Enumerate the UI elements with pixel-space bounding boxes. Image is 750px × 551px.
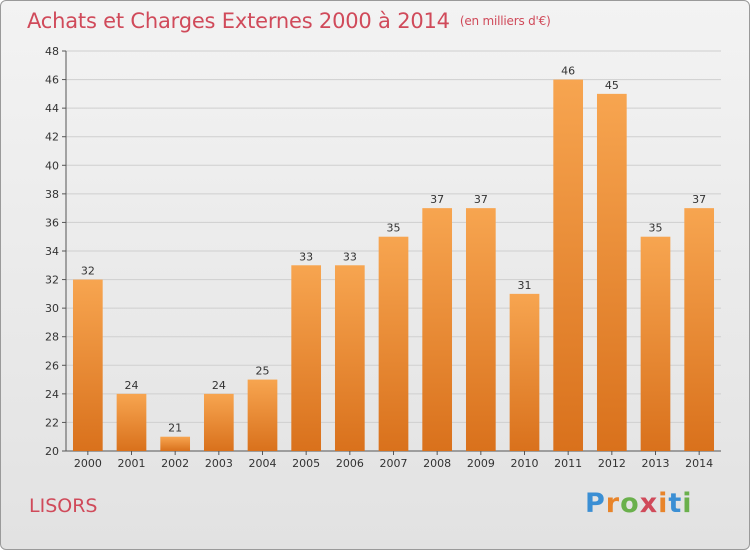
x-tick-label-2003: 2003 bbox=[205, 457, 233, 470]
labels: 20 22 24 26 28 30 32 34 36 38 40 42 44 46 48 32 2000 24 20… bbox=[45, 45, 713, 470]
value-label-2002: 21 bbox=[168, 422, 182, 435]
bar-2014 bbox=[684, 208, 715, 451]
y-tick-label: 32 bbox=[45, 274, 59, 287]
bar-2009 bbox=[465, 208, 496, 451]
y-tick-label: 26 bbox=[45, 359, 59, 372]
value-label-2010: 31 bbox=[518, 279, 532, 292]
y-tick-label: 36 bbox=[45, 216, 59, 229]
x-tick-label-2007: 2007 bbox=[380, 457, 408, 470]
bar-2006 bbox=[334, 265, 365, 451]
x-tick-label-2005: 2005 bbox=[292, 457, 320, 470]
value-label-2011: 46 bbox=[561, 65, 575, 78]
value-label-2000: 32 bbox=[81, 265, 95, 278]
x-tick-label-2009: 2009 bbox=[467, 457, 495, 470]
x-tick-label-2004: 2004 bbox=[249, 457, 277, 470]
y-tick-label: 34 bbox=[45, 245, 59, 258]
y-tick-label: 28 bbox=[45, 331, 59, 344]
value-label-2014: 37 bbox=[692, 193, 706, 206]
value-label-2003: 24 bbox=[212, 379, 226, 392]
value-label-2012: 45 bbox=[605, 79, 619, 92]
x-tick-label-2011: 2011 bbox=[554, 457, 582, 470]
proxiti-logo: Proxiti bbox=[585, 488, 693, 519]
y-tick-label: 44 bbox=[45, 102, 59, 115]
x-tick-label-2000: 2000 bbox=[74, 457, 102, 470]
value-label-2013: 35 bbox=[649, 222, 663, 235]
bar-2007 bbox=[378, 236, 409, 451]
x-tick-label-2006: 2006 bbox=[336, 457, 364, 470]
x-tick-label-2001: 2001 bbox=[118, 457, 146, 470]
bar-2000 bbox=[72, 279, 103, 451]
bar-2010 bbox=[509, 293, 540, 451]
bars bbox=[72, 79, 715, 452]
value-label-2004: 25 bbox=[256, 365, 270, 378]
y-tick-label: 20 bbox=[45, 445, 59, 458]
chart-subtitle: (en milliers d'€) bbox=[459, 14, 551, 28]
y-tick-label: 40 bbox=[45, 159, 59, 172]
value-label-2009: 37 bbox=[474, 193, 488, 206]
title-text: Achats et Charges Externes 2000 à 2014 bbox=[27, 9, 450, 33]
x-tick-label-2014: 2014 bbox=[685, 457, 713, 470]
value-label-2007: 35 bbox=[387, 222, 401, 235]
y-tick-label: 22 bbox=[45, 416, 59, 429]
value-label-2008: 37 bbox=[430, 193, 444, 206]
bar-2004 bbox=[247, 379, 278, 451]
x-tick-label-2012: 2012 bbox=[598, 457, 626, 470]
x-tick-label-2002: 2002 bbox=[161, 457, 189, 470]
value-label-2001: 24 bbox=[125, 379, 139, 392]
bar-2005 bbox=[291, 265, 322, 451]
bar-2008 bbox=[422, 208, 453, 451]
bar-2003 bbox=[203, 393, 234, 451]
y-tick-label: 46 bbox=[45, 74, 59, 87]
y-tick-label: 48 bbox=[45, 45, 59, 58]
x-tick-label-2010: 2010 bbox=[511, 457, 539, 470]
bar-2013 bbox=[640, 236, 671, 451]
y-tick-label: 30 bbox=[45, 302, 59, 315]
y-tick-label: 38 bbox=[45, 188, 59, 201]
bar-2001 bbox=[116, 393, 147, 451]
bar-2012 bbox=[596, 93, 627, 451]
x-tick-label-2013: 2013 bbox=[642, 457, 670, 470]
x-tick-label-2008: 2008 bbox=[423, 457, 451, 470]
value-label-2005: 33 bbox=[299, 250, 313, 263]
chart-title: Achats et Charges Externes 2000 à 2014 (e… bbox=[27, 9, 551, 33]
y-tick-label: 24 bbox=[45, 388, 59, 401]
bar-2011 bbox=[553, 79, 584, 452]
y-tick-label: 42 bbox=[45, 131, 59, 144]
bar-2002 bbox=[160, 436, 191, 451]
value-label-2006: 33 bbox=[343, 250, 357, 263]
commune-name: LISORS bbox=[29, 495, 98, 517]
